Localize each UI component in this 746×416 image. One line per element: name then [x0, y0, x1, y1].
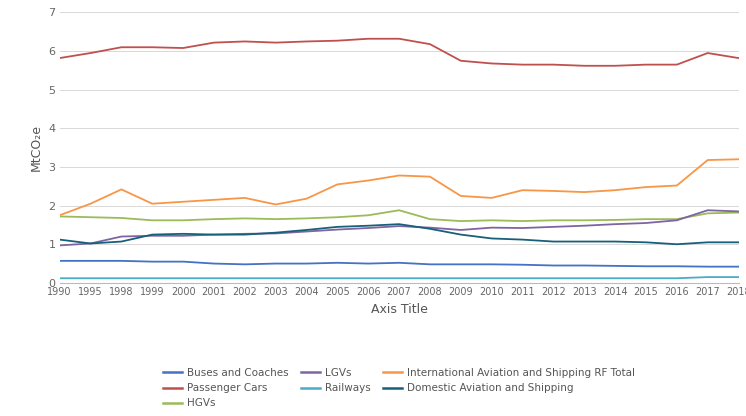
X-axis label: Axis Title: Axis Title [371, 302, 427, 316]
Legend: Buses and Coaches, Passenger Cars, HGVs, LGVs, Railways, International Aviation : Buses and Coaches, Passenger Cars, HGVs,… [159, 364, 639, 413]
Y-axis label: MtCO₂e: MtCO₂e [30, 124, 43, 171]
